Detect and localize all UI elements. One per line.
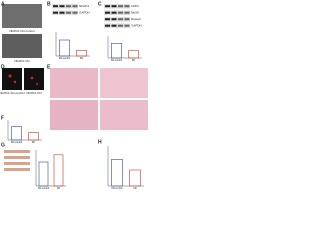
caption: NFATc1 KD xyxy=(26,91,42,95)
blot-band xyxy=(111,5,117,8)
band-label: GAPDH xyxy=(131,24,142,28)
blot-band xyxy=(66,11,71,14)
nmj-signal xyxy=(8,74,12,78)
mouse-photo xyxy=(2,34,42,58)
blot-band xyxy=(105,5,110,8)
blot-band xyxy=(118,11,123,14)
panel-label: F xyxy=(1,115,4,121)
blot-band xyxy=(111,24,117,27)
bar xyxy=(59,39,70,57)
x-tick-label: KD-control xyxy=(111,187,123,190)
blot-band xyxy=(118,5,123,8)
bar xyxy=(111,159,123,187)
blot-band xyxy=(66,5,71,8)
caption: NFATc1 KD-control xyxy=(9,29,35,33)
blot-band xyxy=(124,5,130,8)
histology-image xyxy=(100,68,148,98)
blot-row xyxy=(104,17,130,22)
blot-band xyxy=(105,11,110,14)
fiber-strip xyxy=(4,150,30,153)
x-tick-label: KD-control xyxy=(111,59,123,62)
blot-band xyxy=(111,18,117,21)
blot-row xyxy=(104,23,130,28)
mouse-photo xyxy=(2,4,42,28)
blot-band xyxy=(53,5,58,8)
blot-band xyxy=(59,5,65,8)
panel-label: C xyxy=(98,1,102,7)
bar xyxy=(76,50,87,57)
band-label: NFATc1 xyxy=(79,4,90,8)
blot-row xyxy=(104,10,130,15)
blot-band xyxy=(59,11,65,14)
x-tick-label: KD xyxy=(32,141,36,144)
blot-band xyxy=(105,18,110,21)
panel-label: A xyxy=(1,1,5,7)
x-tick-label: KD xyxy=(133,187,137,190)
x-tick-label: KD-control xyxy=(11,141,23,144)
blot-band xyxy=(53,11,58,14)
fluorescence-image xyxy=(24,68,44,90)
bar xyxy=(128,50,139,59)
blot-band xyxy=(111,11,117,14)
x-tick-label: KD xyxy=(80,57,84,60)
blot-row xyxy=(52,10,78,15)
nmj-signal xyxy=(13,80,17,84)
blot-band xyxy=(124,24,130,27)
fiber-strip xyxy=(4,162,30,165)
panel-label: E xyxy=(47,64,51,70)
blot-band xyxy=(72,5,78,8)
blot-band xyxy=(72,11,78,14)
caption: NFATc1 KD-control xyxy=(0,91,25,95)
bar xyxy=(111,43,122,59)
fiber-strip xyxy=(4,156,30,159)
bar xyxy=(129,169,141,187)
blot-band xyxy=(124,11,130,14)
bar xyxy=(28,132,39,141)
x-tick-label: KD-control xyxy=(38,187,50,190)
band-label: LRP4 xyxy=(131,4,139,8)
nmj-signal xyxy=(36,83,38,85)
blot-band xyxy=(105,24,110,27)
blot-band xyxy=(118,18,123,21)
band-label: MuSK xyxy=(131,11,139,15)
bar xyxy=(38,161,49,187)
panel-label: B xyxy=(47,1,51,7)
caption: NFATc1 KD xyxy=(14,59,30,63)
nmj-signal xyxy=(30,76,34,80)
fluorescence-image xyxy=(2,68,22,90)
panel-label: G xyxy=(1,142,5,148)
fiber-strip xyxy=(4,168,30,171)
x-tick-label: KD xyxy=(132,59,136,62)
blot-band xyxy=(118,24,123,27)
x-tick-label: KD-control xyxy=(59,57,71,60)
histology-image xyxy=(100,100,148,130)
band-label: Rapsyn xyxy=(131,17,142,21)
bar xyxy=(53,154,64,187)
panel-label: D xyxy=(1,64,5,70)
band-label: GAPDH xyxy=(79,11,90,15)
blot-row xyxy=(52,4,78,9)
panel-label: H xyxy=(98,139,102,145)
histology-image xyxy=(50,68,98,98)
blot-band xyxy=(124,18,130,21)
bar xyxy=(11,126,22,141)
histology-image xyxy=(50,100,98,130)
x-tick-label: KD xyxy=(57,187,61,190)
blot-row xyxy=(104,4,130,9)
